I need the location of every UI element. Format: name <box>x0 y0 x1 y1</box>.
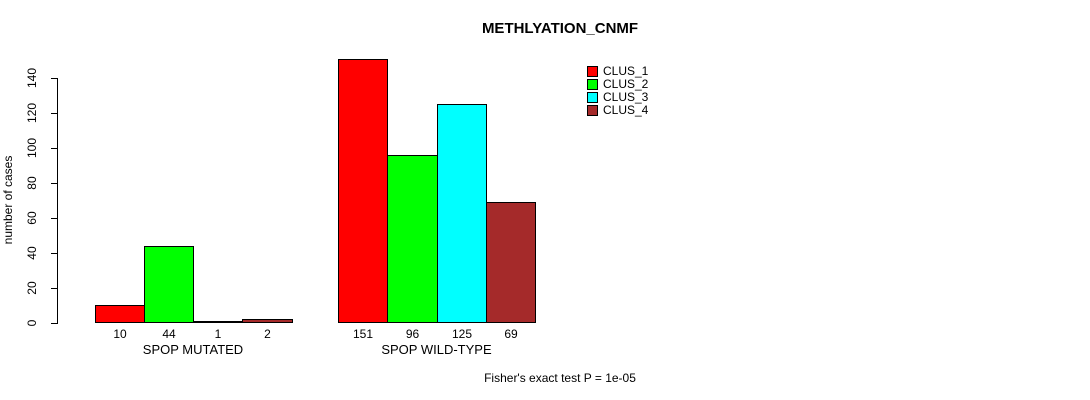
annotation-text: Fisher's exact test P = 1e-05 <box>484 371 636 385</box>
legend-label: CLUS_4 <box>603 103 649 117</box>
y-axis-line <box>57 78 58 323</box>
y-tick-mark <box>51 323 58 324</box>
bar-clus_1 <box>95 305 145 323</box>
y-tick-label: 80 <box>25 176 39 190</box>
y-tick-mark <box>51 183 58 184</box>
legend-label: CLUS_2 <box>603 77 649 91</box>
legend-item: CLUS_1 <box>587 65 648 78</box>
legend-label: CLUS_3 <box>603 90 649 104</box>
y-tick-label: 100 <box>25 137 39 159</box>
y-tick-label: 0 <box>25 319 39 327</box>
y-tick-label: 20 <box>25 281 39 295</box>
y-tick-mark <box>51 148 58 149</box>
bar-value-label: 10 <box>113 327 127 341</box>
y-tick-label: 40 <box>25 246 39 260</box>
bar-clus_2 <box>387 155 438 323</box>
legend-swatch <box>587 105 598 116</box>
legend-item: CLUS_2 <box>587 78 648 91</box>
legend-swatch <box>587 92 598 103</box>
legend: CLUS_1 CLUS_2 CLUS_3 CLUS_4 <box>587 65 648 117</box>
legend-item: CLUS_3 <box>587 91 648 104</box>
bar-clus_3 <box>193 321 243 323</box>
y-tick-label: 140 <box>25 67 39 89</box>
legend-label: CLUS_1 <box>603 64 649 78</box>
y-axis-label: number of cases <box>1 155 15 245</box>
bar-value-label: 2 <box>264 327 271 341</box>
y-tick-mark <box>51 253 58 254</box>
chart-title: METHLYATION_CNMF <box>481 20 639 37</box>
y-tick-mark <box>51 288 58 289</box>
bar-value-label: 44 <box>162 327 176 341</box>
bar-value-label: 125 <box>451 327 473 341</box>
legend-swatch <box>587 66 598 77</box>
bar-clus_4 <box>486 202 536 323</box>
bar-clus_3 <box>437 104 487 323</box>
group-label: SPOP MUTATED <box>142 342 244 357</box>
bar-clus_4 <box>242 319 293 323</box>
y-tick-label: 120 <box>25 102 39 124</box>
bar-value-label: 151 <box>352 327 374 341</box>
bar-clus_2 <box>144 246 194 323</box>
bar-value-label: 69 <box>504 327 518 341</box>
y-tick-label: 60 <box>25 211 39 225</box>
bar-value-label: 1 <box>214 327 222 341</box>
y-tick-mark <box>51 113 58 114</box>
y-tick-mark <box>51 218 58 219</box>
bar-clus_1 <box>338 59 388 323</box>
legend-item: CLUS_4 <box>587 104 648 117</box>
bar-value-label: 96 <box>405 327 420 341</box>
legend-swatch <box>587 79 598 90</box>
group-label: SPOP WILD-TYPE <box>381 342 492 357</box>
y-tick-mark <box>51 78 58 79</box>
